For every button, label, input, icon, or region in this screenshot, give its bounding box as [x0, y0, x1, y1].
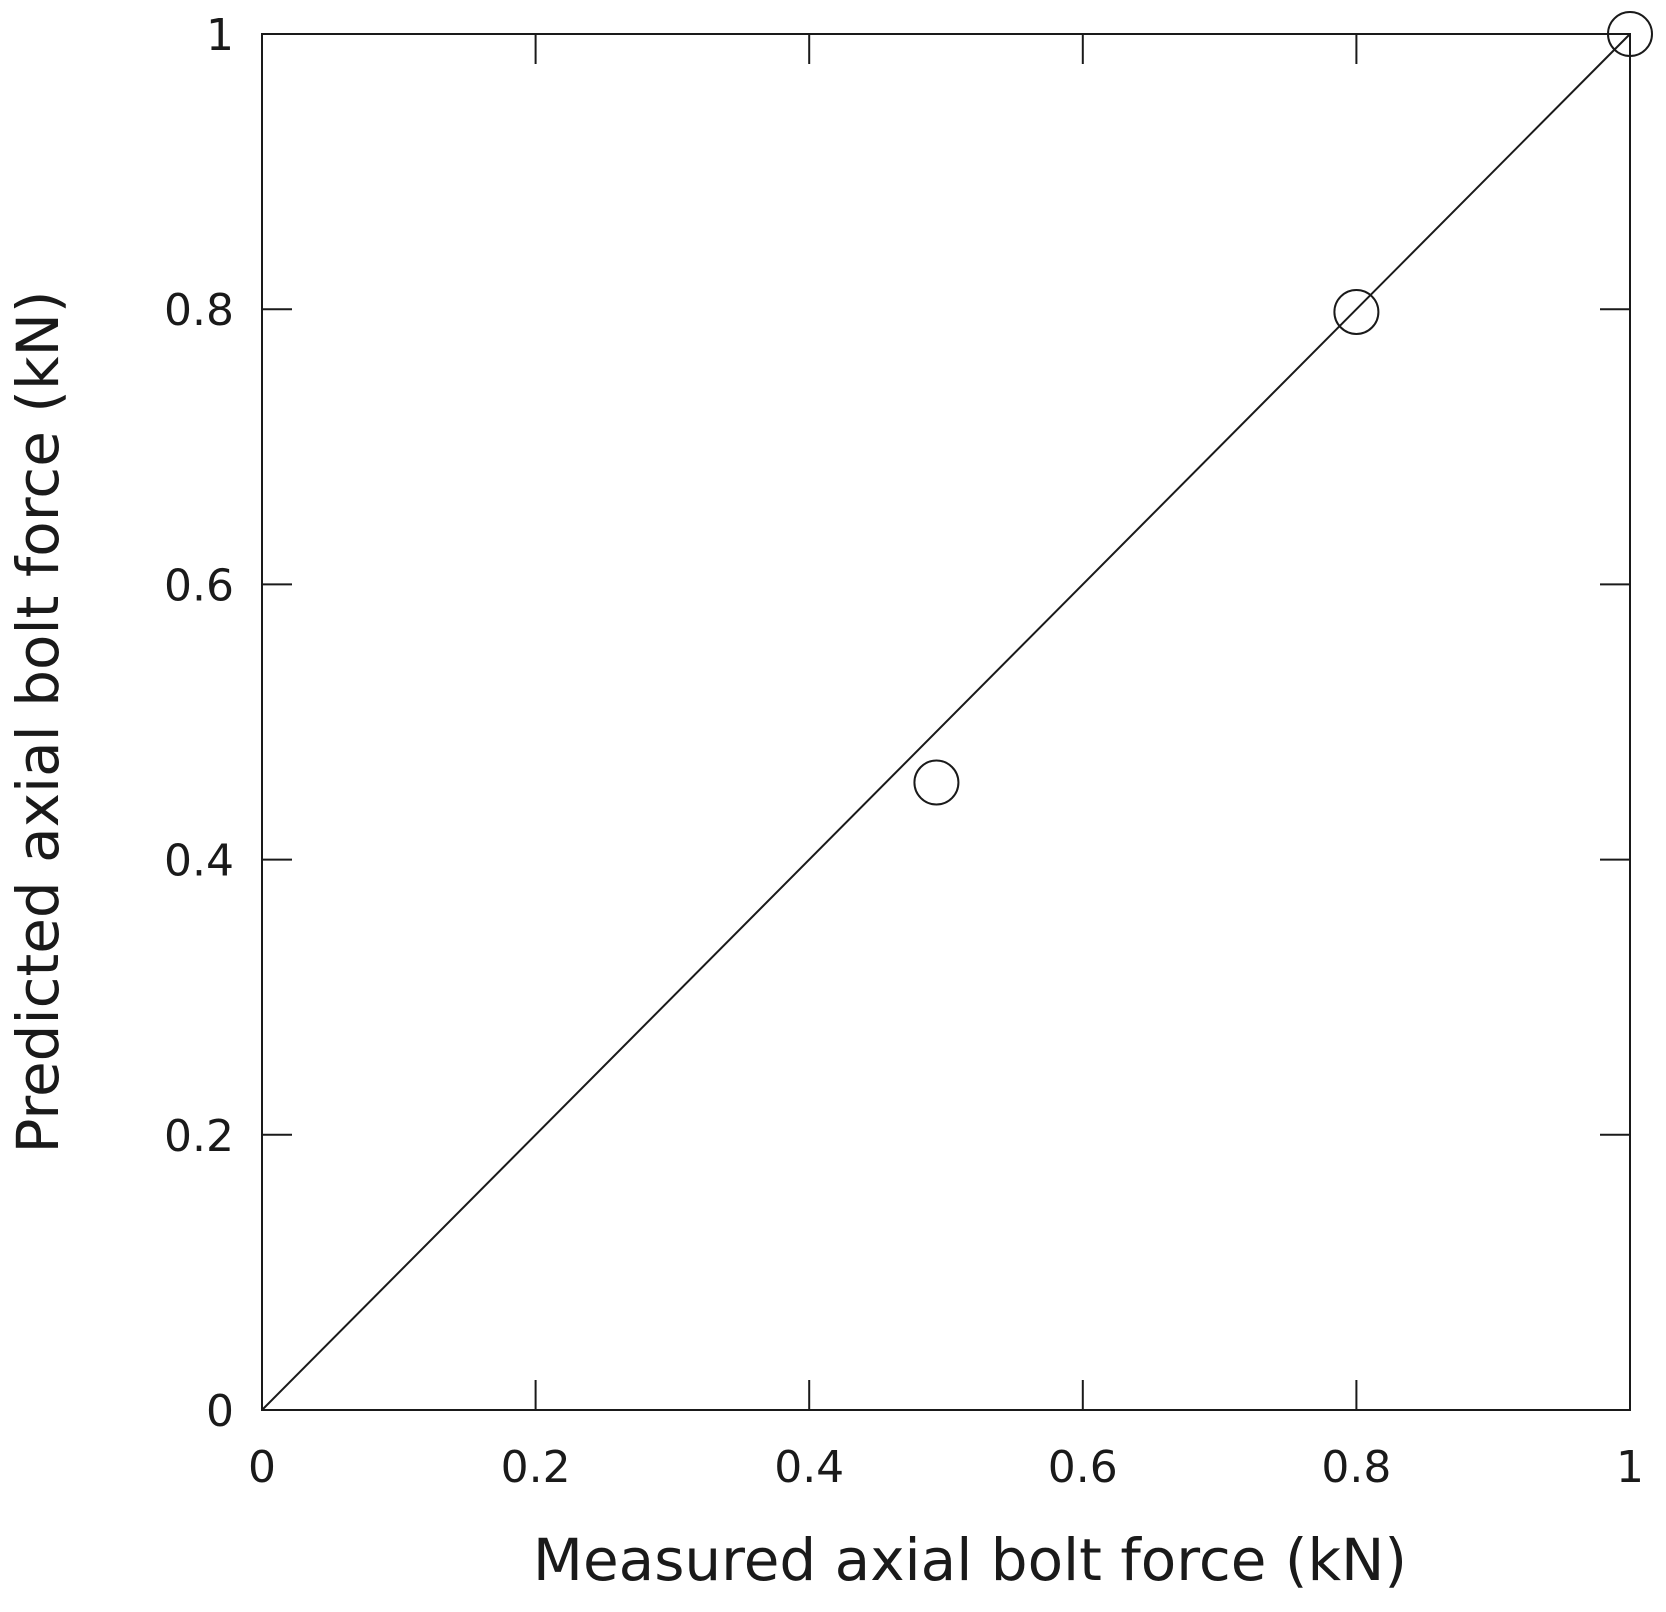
x-tick-label: 0.4 [774, 1442, 844, 1493]
x-tick-label: 0.8 [1321, 1442, 1391, 1493]
y-tick-label: 0 [206, 1386, 234, 1437]
y-tick-label: 0.4 [164, 836, 234, 887]
y-tick-label: 0.2 [164, 1111, 234, 1162]
x-tick-label: 0.2 [501, 1442, 571, 1493]
x-tick-labels: 0 0.2 0.4 0.6 0.8 1 [248, 1442, 1644, 1493]
y-tick-labels: 0 0.2 0.4 0.6 0.8 1 [164, 10, 234, 1437]
x-tick-label: 0 [248, 1442, 276, 1493]
plot-frame [261, 33, 1631, 1411]
x-axis-title: Measured axial bolt force (kN) [533, 1526, 1407, 1594]
data-point-marker [913, 759, 960, 806]
data-point-marker [1333, 288, 1380, 335]
x-tick-label: 1 [1616, 1442, 1644, 1493]
data-point-marker [1607, 11, 1653, 57]
y-tick-label: 0.6 [164, 560, 234, 611]
data-points [913, 11, 1653, 806]
x-tick-label: 0.6 [1048, 1442, 1118, 1493]
axis-ticks [262, 34, 1630, 1410]
y-axis-title: Predicted axial bolt force (kN) [4, 290, 72, 1153]
y-tick-label: 1 [206, 10, 234, 61]
y-tick-label: 0.8 [164, 285, 234, 336]
identity-reference-line [261, 33, 1631, 1411]
